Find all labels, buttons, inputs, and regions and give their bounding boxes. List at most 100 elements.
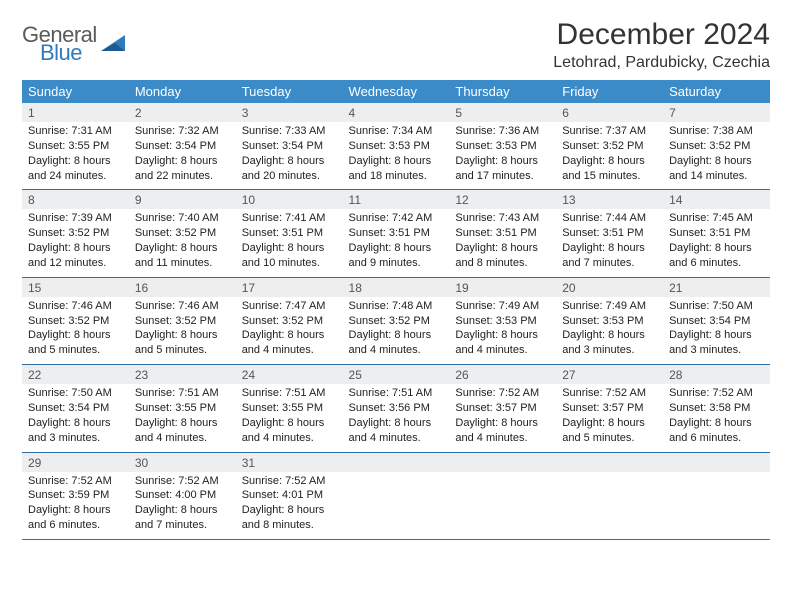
day-header: Sunday xyxy=(22,80,129,103)
day-number: 18 xyxy=(343,278,450,297)
sunrise-text: Sunrise: 7:50 AM xyxy=(28,386,123,401)
sunrise-text: Sunrise: 7:50 AM xyxy=(669,299,764,314)
daylight-text: Daylight: 8 hours and 24 minutes. xyxy=(28,154,123,184)
sunset-text: Sunset: 4:00 PM xyxy=(135,488,230,503)
sunset-text: Sunset: 3:51 PM xyxy=(669,226,764,241)
day-cell: Sunrise: 7:40 AMSunset: 3:52 PMDaylight:… xyxy=(129,209,236,276)
daylight-text: Daylight: 8 hours and 4 minutes. xyxy=(242,416,337,446)
day-number: 27 xyxy=(556,365,663,384)
daylight-text: Daylight: 8 hours and 5 minutes. xyxy=(28,328,123,358)
location: Letohrad, Pardubicky, Czechia xyxy=(553,54,770,72)
day-cell: Sunrise: 7:46 AMSunset: 3:52 PMDaylight:… xyxy=(129,297,236,364)
sunrise-text: Sunrise: 7:46 AM xyxy=(135,299,230,314)
sunrise-text: Sunrise: 7:52 AM xyxy=(28,474,123,489)
day-number: 26 xyxy=(449,365,556,384)
day-number: 24 xyxy=(236,365,343,384)
sunrise-text: Sunrise: 7:52 AM xyxy=(562,386,657,401)
daylight-text: Daylight: 8 hours and 4 minutes. xyxy=(349,328,444,358)
daylight-text: Daylight: 8 hours and 8 minutes. xyxy=(242,503,337,533)
sunrise-text: Sunrise: 7:52 AM xyxy=(669,386,764,401)
day-cell: Sunrise: 7:41 AMSunset: 3:51 PMDaylight:… xyxy=(236,209,343,276)
day-number: 10 xyxy=(236,190,343,209)
daylight-text: Daylight: 8 hours and 15 minutes. xyxy=(562,154,657,184)
day-cell: Sunrise: 7:49 AMSunset: 3:53 PMDaylight:… xyxy=(449,297,556,364)
daylight-text: Daylight: 8 hours and 9 minutes. xyxy=(349,241,444,271)
daylight-text: Daylight: 8 hours and 4 minutes. xyxy=(455,328,550,358)
sunrise-text: Sunrise: 7:51 AM xyxy=(349,386,444,401)
header: General Blue December 2024 Letohrad, Par… xyxy=(22,18,770,72)
daylight-text: Daylight: 8 hours and 22 minutes. xyxy=(135,154,230,184)
sunset-text: Sunset: 3:54 PM xyxy=(28,401,123,416)
sunset-text: Sunset: 3:58 PM xyxy=(669,401,764,416)
sunrise-text: Sunrise: 7:46 AM xyxy=(28,299,123,314)
sunrise-text: Sunrise: 7:42 AM xyxy=(349,211,444,226)
sunset-text: Sunset: 3:51 PM xyxy=(562,226,657,241)
day-cell: Sunrise: 7:42 AMSunset: 3:51 PMDaylight:… xyxy=(343,209,450,276)
sunset-text: Sunset: 3:54 PM xyxy=(135,139,230,154)
day-cell: Sunrise: 7:39 AMSunset: 3:52 PMDaylight:… xyxy=(22,209,129,276)
day-number: 12 xyxy=(449,190,556,209)
day-cell: Sunrise: 7:50 AMSunset: 3:54 PMDaylight:… xyxy=(663,297,770,364)
day-number: 9 xyxy=(129,190,236,209)
day-header: Wednesday xyxy=(343,80,450,103)
sunrise-text: Sunrise: 7:44 AM xyxy=(562,211,657,226)
sunrise-text: Sunrise: 7:39 AM xyxy=(28,211,123,226)
sunrise-text: Sunrise: 7:33 AM xyxy=(242,124,337,139)
day-cell: Sunrise: 7:31 AMSunset: 3:55 PMDaylight:… xyxy=(22,122,129,189)
day-cell: Sunrise: 7:51 AMSunset: 3:55 PMDaylight:… xyxy=(236,384,343,451)
sunset-text: Sunset: 3:52 PM xyxy=(242,314,337,329)
daylight-text: Daylight: 8 hours and 20 minutes. xyxy=(242,154,337,184)
daylight-text: Daylight: 8 hours and 3 minutes. xyxy=(669,328,764,358)
day-number: 16 xyxy=(129,278,236,297)
sunrise-text: Sunrise: 7:38 AM xyxy=(669,124,764,139)
sunset-text: Sunset: 3:52 PM xyxy=(349,314,444,329)
sunrise-text: Sunrise: 7:41 AM xyxy=(242,211,337,226)
sunset-text: Sunset: 3:51 PM xyxy=(349,226,444,241)
day-header: Saturday xyxy=(663,80,770,103)
sunset-text: Sunset: 3:54 PM xyxy=(242,139,337,154)
daylight-text: Daylight: 8 hours and 3 minutes. xyxy=(562,328,657,358)
day-number: 6 xyxy=(556,103,663,122)
sunrise-text: Sunrise: 7:40 AM xyxy=(135,211,230,226)
sunrise-text: Sunrise: 7:49 AM xyxy=(455,299,550,314)
daylight-text: Daylight: 8 hours and 6 minutes. xyxy=(28,503,123,533)
daylight-text: Daylight: 8 hours and 10 minutes. xyxy=(242,241,337,271)
day-number: 11 xyxy=(343,190,450,209)
daylight-text: Daylight: 8 hours and 6 minutes. xyxy=(669,416,764,446)
day-cell: Sunrise: 7:52 AMSunset: 3:57 PMDaylight:… xyxy=(556,384,663,451)
logo-line2: Blue xyxy=(40,42,97,64)
day-number: 30 xyxy=(129,453,236,472)
day-cell: Sunrise: 7:32 AMSunset: 3:54 PMDaylight:… xyxy=(129,122,236,189)
sunrise-text: Sunrise: 7:31 AM xyxy=(28,124,123,139)
day-cell: Sunrise: 7:50 AMSunset: 3:54 PMDaylight:… xyxy=(22,384,129,451)
day-header: Thursday xyxy=(449,80,556,103)
day-cell: Sunrise: 7:49 AMSunset: 3:53 PMDaylight:… xyxy=(556,297,663,364)
day-cell: Sunrise: 7:34 AMSunset: 3:53 PMDaylight:… xyxy=(343,122,450,189)
sunrise-text: Sunrise: 7:36 AM xyxy=(455,124,550,139)
sunrise-text: Sunrise: 7:34 AM xyxy=(349,124,444,139)
day-cell: Sunrise: 7:52 AMSunset: 4:00 PMDaylight:… xyxy=(129,472,236,539)
day-number: 29 xyxy=(22,453,129,472)
sunset-text: Sunset: 3:55 PM xyxy=(28,139,123,154)
day-cell: Sunrise: 7:46 AMSunset: 3:52 PMDaylight:… xyxy=(22,297,129,364)
daylight-text: Daylight: 8 hours and 6 minutes. xyxy=(669,241,764,271)
daylight-text: Daylight: 8 hours and 12 minutes. xyxy=(28,241,123,271)
sunrise-text: Sunrise: 7:45 AM xyxy=(669,211,764,226)
sunrise-text: Sunrise: 7:52 AM xyxy=(455,386,550,401)
sunset-text: Sunset: 3:52 PM xyxy=(28,314,123,329)
sunset-text: Sunset: 3:52 PM xyxy=(669,139,764,154)
daylight-text: Daylight: 8 hours and 5 minutes. xyxy=(562,416,657,446)
sunrise-text: Sunrise: 7:49 AM xyxy=(562,299,657,314)
page-title: December 2024 xyxy=(553,18,770,52)
sunrise-text: Sunrise: 7:37 AM xyxy=(562,124,657,139)
day-cell: Sunrise: 7:52 AMSunset: 3:57 PMDaylight:… xyxy=(449,384,556,451)
day-cell: Sunrise: 7:33 AMSunset: 3:54 PMDaylight:… xyxy=(236,122,343,189)
daylight-text: Daylight: 8 hours and 7 minutes. xyxy=(135,503,230,533)
daylight-text: Daylight: 8 hours and 14 minutes. xyxy=(669,154,764,184)
day-number: 3 xyxy=(236,103,343,122)
daylight-text: Daylight: 8 hours and 4 minutes. xyxy=(242,328,337,358)
logo-triangle-icon xyxy=(101,33,127,58)
sunset-text: Sunset: 3:59 PM xyxy=(28,488,123,503)
day-number: 5 xyxy=(449,103,556,122)
day-cell: Sunrise: 7:48 AMSunset: 3:52 PMDaylight:… xyxy=(343,297,450,364)
